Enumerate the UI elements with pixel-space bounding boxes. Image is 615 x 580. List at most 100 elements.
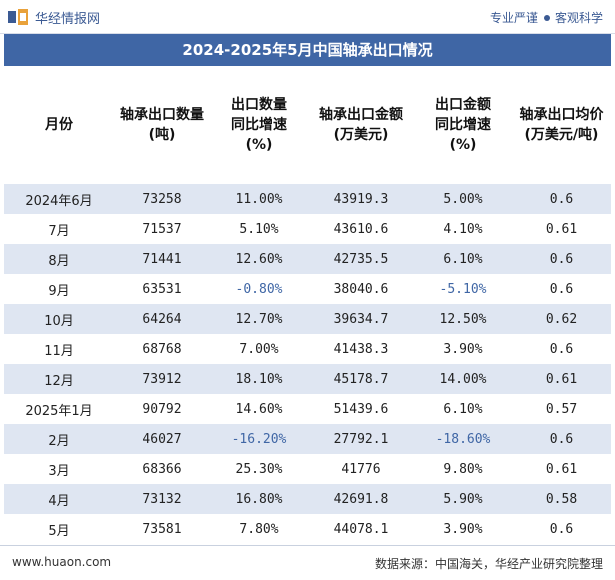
export-table: 月份 轴承出口数量 (吨) 出口数量 同比增速 (%) 轴承出口金额 (万美元) 出口金… [4, 66, 611, 544]
table-cell: 10月 [4, 304, 114, 334]
table-cell: 73581 [142, 521, 182, 537]
table-title: 2024-2025年5月中国轴承出口情况 [4, 34, 611, 66]
table-cell: -5.10% [439, 281, 487, 297]
table-row: 7月 71537 5.10% 43610.6 4.10% 0.61 [4, 214, 611, 244]
table-row: 9月 63531 -0.80% 38040.6 -5.10% 0.6 [4, 274, 611, 304]
table-cell: 0.6 [512, 184, 611, 214]
table-cell: 0.61 [545, 461, 578, 477]
table-row: 8月 71441 12.60% 42735.5 6.10% 0.6 [4, 244, 611, 274]
column-header-5: 轴承出口均价 (万美元/吨) [519, 107, 604, 143]
table-cell: 16.80% [210, 484, 308, 514]
table-cell: 12.70% [210, 304, 308, 334]
table-cell: -0.80% [235, 281, 283, 297]
table-body: 2024年6月 73258 11.00% 43919.3 5.00% 0.6 7月 71537… [4, 184, 611, 544]
table-row: 3月 68366 25.30% 41776 9.80% 0.61 [4, 454, 611, 484]
table-cell: 63531 [142, 281, 182, 297]
table-cell: 0.58 [512, 484, 611, 514]
table-row: 4月 73132 16.80% 42691.8 5.90% 0.58 [4, 484, 611, 514]
table-cell: 0.62 [512, 304, 611, 334]
table-cell: 14.00% [414, 364, 512, 394]
table-cell: 3.90% [443, 341, 483, 357]
footer: www.huaon.com 数据来源：中国海关，华经产业研究院整理 [0, 545, 615, 580]
table-cell: 14.60% [235, 401, 283, 417]
table-cell: 0.6 [512, 424, 611, 454]
table-cell: 0.6 [549, 281, 574, 297]
bullet-dot-icon [543, 15, 550, 21]
table-cell: 0.61 [512, 364, 611, 394]
table-cell: 3月 [48, 463, 70, 479]
table-cell: 7.80% [239, 521, 279, 537]
column-header-2: 出口数量 同比增速 (%) [231, 97, 287, 153]
footer-source: 数据来源：中国海关，华经产业研究院整理 [374, 557, 603, 571]
footer-site: www.huaon.com [12, 555, 112, 569]
top-bar: 华经情报网 专业严谨 客观科学 [0, 0, 615, 34]
table-cell: 90792 [142, 401, 182, 417]
table-cell: 5.10% [239, 221, 279, 237]
table-header-row: 月份 轴承出口数量 (吨) 出口数量 同比增速 (%) 轴承出口金额 (万美元) 出口金… [4, 66, 611, 184]
table-cell: 45178.7 [308, 364, 414, 394]
table-cell: 2024年6月 [4, 184, 114, 214]
table-row: 2月 46027 -16.20% 27792.1 -18.60% 0.6 [4, 424, 611, 454]
table-cell: 4.10% [443, 221, 483, 237]
table-row: 10月 64264 12.70% 39634.7 12.50% 0.62 [4, 304, 611, 334]
table-row: 2024年6月 73258 11.00% 43919.3 5.00% 0.6 [4, 184, 611, 214]
table-cell: 12月 [4, 364, 114, 394]
table-cell: 0.6 [549, 341, 574, 357]
table-cell: 11月 [44, 343, 74, 359]
table-cell: 25.30% [235, 461, 283, 477]
table-cell: 5.90% [414, 484, 512, 514]
brand-name: 华经情报网 [35, 12, 101, 27]
table-cell: 39634.7 [308, 304, 414, 334]
table-cell: 0.6 [512, 244, 611, 274]
table-row: 5月 73581 7.80% 44078.1 3.90% 0.6 [4, 514, 611, 544]
table-cell: 44078.1 [333, 521, 389, 537]
table-cell: -18.60% [414, 424, 512, 454]
table-row: 11月 68768 7.00% 41438.3 3.90% 0.6 [4, 334, 611, 364]
table-cell: 0.6 [549, 521, 574, 537]
table-cell: 38040.6 [333, 281, 389, 297]
table-cell: 2025年1月 [25, 403, 93, 419]
table-cell: 73912 [114, 364, 210, 394]
column-header-4: 出口金额 同比增速 (%) [435, 97, 491, 153]
table-cell: 3.90% [443, 521, 483, 537]
column-header-0: 月份 [45, 117, 73, 133]
table-cell: 41776 [341, 461, 381, 477]
table-cell: 27792.1 [308, 424, 414, 454]
table-cell: 68768 [142, 341, 182, 357]
table-cell: 68366 [142, 461, 182, 477]
table-cell: 18.10% [210, 364, 308, 394]
table-cell: 0.61 [545, 221, 578, 237]
table-cell: -16.20% [210, 424, 308, 454]
table-cell: 2月 [4, 424, 114, 454]
table-cell: 9.80% [443, 461, 483, 477]
table-cell: 71537 [142, 221, 182, 237]
table-row: 2025年1月 90792 14.60% 51439.6 6.10% 0.57 [4, 394, 611, 424]
table-cell: 5月 [48, 523, 70, 539]
table-cell: 0.57 [545, 401, 578, 417]
column-header-1: 轴承出口数量 (吨) [120, 107, 204, 143]
table-cell: 64264 [114, 304, 210, 334]
table-cell: 7.00% [239, 341, 279, 357]
table-cell: 73258 [114, 184, 210, 214]
table-cell: 4月 [4, 484, 114, 514]
table-cell: 42691.8 [308, 484, 414, 514]
table-cell: 51439.6 [333, 401, 389, 417]
table-cell: 11.00% [210, 184, 308, 214]
table-cell: 8月 [4, 244, 114, 274]
table-cell: 12.60% [210, 244, 308, 274]
table-cell: 9月 [48, 283, 70, 299]
table-cell: 42735.5 [308, 244, 414, 274]
table-cell: 73132 [114, 484, 210, 514]
table-cell: 12.50% [414, 304, 512, 334]
table-cell: 7月 [48, 223, 70, 239]
table-cell: 6.10% [443, 401, 483, 417]
table-row: 12月 73912 18.10% 45178.7 14.00% 0.61 [4, 364, 611, 394]
huajing-logo-icon [8, 9, 28, 25]
slogan-right: 客观科学 [554, 11, 603, 25]
table-cell: 71441 [114, 244, 210, 274]
table-cell: 43919.3 [308, 184, 414, 214]
column-header-3: 轴承出口金额 (万美元) [319, 107, 403, 143]
table-cell: 5.00% [414, 184, 512, 214]
table-cell: 43610.6 [333, 221, 389, 237]
table-cell: 41438.3 [333, 341, 389, 357]
